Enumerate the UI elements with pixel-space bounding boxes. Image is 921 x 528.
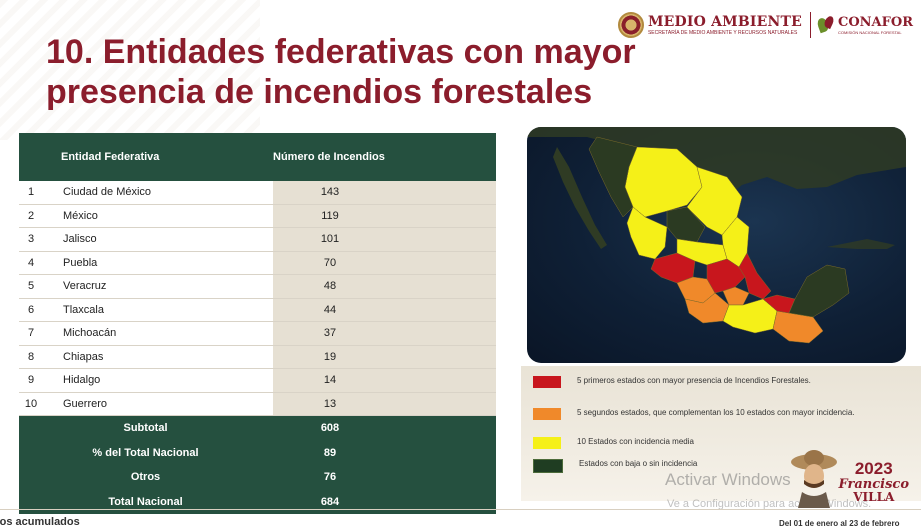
- row-rank: 10: [19, 392, 43, 416]
- row-state: Puebla: [43, 251, 273, 275]
- region-hidalgo: [722, 286, 750, 306]
- conafor-leaf-icon: [817, 16, 835, 34]
- government-seal-icon: [617, 12, 644, 38]
- row-state: Chiapas: [43, 345, 273, 369]
- legend-item-top5: 5 primeros estados con mayor presencia d…: [533, 376, 857, 388]
- row-state: Veracruz: [43, 274, 273, 299]
- row-fires: 14: [273, 368, 496, 393]
- summary-value: 684: [273, 489, 496, 514]
- agency-subtitle: COMISIÓN NACIONAL FORESTAL: [838, 29, 902, 35]
- row-fires: 44: [273, 298, 496, 322]
- row-state: Michoacán: [43, 321, 273, 346]
- footer-date-range: Del 01 de enero al 23 de febrero: [779, 519, 900, 528]
- baja-california: [553, 147, 607, 249]
- summary-label: Otros: [19, 465, 273, 490]
- summary-label: % del Total Nacional: [19, 440, 273, 465]
- activate-windows-watermark: Activar Windows: [665, 470, 791, 489]
- footer-left-text: tos acumulados: [0, 516, 80, 528]
- table-row: 6 Tlaxcala 44: [19, 298, 496, 322]
- row-fires: 13: [273, 392, 496, 416]
- footer-divider: [0, 509, 921, 510]
- table-row: 5 Veracruz 48: [19, 274, 496, 299]
- mexico-fire-map: [527, 127, 906, 363]
- cuba-land: [827, 239, 895, 249]
- ministry-logo: MEDIO AMBIENTE SECRETARÍA DE MEDIO AMBIE…: [647, 13, 802, 36]
- row-rank: 8: [19, 345, 43, 369]
- legend-swatch-top5: [533, 376, 561, 388]
- legend-label-low: Estados con baja o sin incidencia: [579, 459, 698, 468]
- table-row: 8 Chiapas 19: [19, 345, 496, 369]
- header-logos: MEDIO AMBIENTE SECRETARÍA DE MEDIO AMBIE…: [617, 8, 913, 42]
- map-svg: [527, 127, 906, 344]
- table-header-row: Entidad Federativa Número de Incendios: [19, 133, 496, 181]
- row-rank: 7: [19, 321, 43, 346]
- summary-row: Total Nacional 684: [19, 489, 496, 514]
- summary-label: Total Nacional: [19, 489, 273, 514]
- badge-year: 2023: [854, 459, 893, 478]
- table-row: 10 Guerrero 13: [19, 392, 496, 416]
- states-table: Entidad Federativa Número de Incendios 1…: [19, 133, 496, 514]
- region-veracruz: [738, 252, 772, 300]
- summary-row: % del Total Nacional 89: [19, 440, 496, 465]
- table-row: 1 Ciudad de México 143: [19, 181, 496, 205]
- row-rank: 4: [19, 251, 43, 275]
- region-sonora: [588, 136, 638, 218]
- legend-item-medium: 10 Estados con incidencia media: [533, 437, 857, 449]
- legend-label-top5: 5 primeros estados con mayor presencia d…: [577, 376, 811, 385]
- row-fires: 119: [273, 204, 496, 228]
- table-row: 2 México 119: [19, 204, 496, 228]
- table-row: 7 Michoacán 37: [19, 321, 496, 346]
- row-rank: 6: [19, 298, 43, 322]
- row-state: Tlaxcala: [43, 298, 273, 322]
- row-state: Guerrero: [43, 392, 273, 416]
- agency-logo: CONAFOR COMISIÓN NACIONAL FORESTAL: [838, 14, 913, 35]
- row-rank: 2: [19, 204, 43, 228]
- row-fires: 143: [273, 181, 496, 205]
- legend-swatch-next5: [533, 408, 561, 420]
- row-fires: 37: [273, 321, 496, 346]
- row-state: Hidalgo: [43, 368, 273, 393]
- row-rank: 1: [19, 181, 43, 205]
- row-fires: 70: [273, 251, 496, 275]
- map-legend: 5 primeros estados con mayor presencia d…: [521, 366, 921, 501]
- page-title: 10. Entidades federativas con mayor pres…: [46, 33, 636, 111]
- column-header-fires: Número de Incendios: [273, 133, 496, 181]
- summary-row: Subtotal 608: [19, 415, 496, 441]
- row-state: Ciudad de México: [43, 181, 273, 205]
- villa-portrait-icon: [791, 450, 837, 508]
- logo-divider: [810, 12, 811, 38]
- legend-swatch-medium: [533, 437, 561, 449]
- legend-item-low: Estados con baja o sin incidencia: [533, 459, 859, 473]
- column-header-state: Entidad Federativa: [19, 133, 273, 181]
- row-rank: 3: [19, 227, 43, 252]
- region-chiapas: [772, 310, 824, 344]
- summary-label: Subtotal: [19, 415, 273, 441]
- ministry-name: MEDIO AMBIENTE: [647, 13, 802, 30]
- table-body: 1 Ciudad de México 143 2 México 119 3 Jalisco 10…: [19, 181, 496, 514]
- table-row: 9 Hidalgo 14: [19, 368, 496, 393]
- row-rank: 9: [19, 368, 43, 393]
- table-row: 4 Puebla 70: [19, 251, 496, 275]
- summary-value: 89: [273, 440, 496, 465]
- region-yucatan: [788, 264, 850, 318]
- legend-swatch-low: [533, 459, 563, 473]
- row-fires: 101: [273, 227, 496, 252]
- ministry-subtitle: SECRETARÍA DE MEDIO AMBIENTE Y RECURSOS …: [647, 29, 798, 36]
- row-state: Jalisco: [43, 227, 273, 252]
- summary-value: 76: [273, 465, 496, 490]
- legend-label-next5: 5 segundos estados, que complementan los…: [577, 408, 855, 417]
- agency-name: CONAFOR: [838, 14, 913, 30]
- row-rank: 5: [19, 274, 43, 299]
- villa-2023-badge: 2023 Francisco VILLA: [839, 460, 909, 504]
- legend-item-next5: 5 segundos estados, que complementan los…: [533, 408, 857, 420]
- badge-surname: VILLA: [853, 490, 895, 504]
- legend-label-medium: 10 Estados con incidencia media: [577, 437, 694, 446]
- summary-row: Otros 76: [19, 465, 496, 490]
- badge-name: Francisco: [838, 477, 909, 492]
- summary-value: 608: [273, 415, 496, 441]
- row-fires: 48: [273, 274, 496, 299]
- row-fires: 19: [273, 345, 496, 369]
- row-state: México: [43, 204, 273, 228]
- table-row: 3 Jalisco 101: [19, 227, 496, 252]
